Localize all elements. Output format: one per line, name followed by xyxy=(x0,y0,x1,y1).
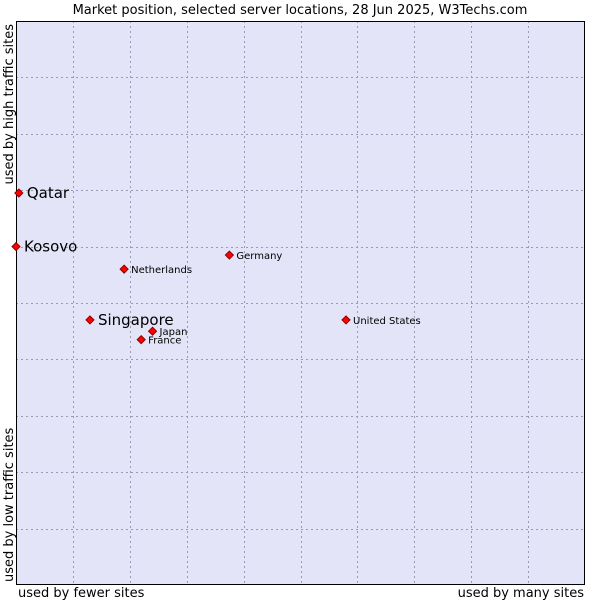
x-axis-label-right: used by many sites xyxy=(458,586,585,600)
data-point: Qatar xyxy=(14,184,70,202)
plot-area xyxy=(16,21,585,585)
point-marker xyxy=(341,315,351,325)
point-label: Kosovo xyxy=(24,238,77,256)
point-label: Germany xyxy=(236,251,282,262)
point-label: Netherlands xyxy=(131,265,192,276)
chart-title: Market position, selected server locatio… xyxy=(73,3,528,18)
data-point: Netherlands xyxy=(119,264,192,276)
point-marker xyxy=(14,188,24,198)
point-label: France xyxy=(148,336,181,347)
point-marker xyxy=(119,264,129,274)
y-axis-label-bottom: used by low traffic sites xyxy=(2,427,17,582)
point-label: Singapore xyxy=(98,311,174,329)
point-marker xyxy=(147,326,158,336)
x-axis-label-left: used by fewer sites xyxy=(18,586,145,600)
data-point: Germany xyxy=(224,250,282,262)
y-axis-label-top: used by high traffic sites xyxy=(2,24,17,185)
grid xyxy=(16,21,585,585)
point-label: United States xyxy=(353,316,421,327)
point-marker xyxy=(224,250,235,260)
point-marker xyxy=(85,315,95,325)
point-label: Qatar xyxy=(27,184,70,202)
data-point: Japan xyxy=(147,326,188,338)
plot-frame xyxy=(16,21,585,585)
data-point: United States xyxy=(341,315,421,327)
data-points: Qatar Kosovo Germany Netherlands United Stat… xyxy=(11,184,421,347)
data-point: Singapore xyxy=(85,311,174,329)
point-marker xyxy=(11,241,21,252)
point-label: Japan xyxy=(159,327,188,338)
data-point: Kosovo xyxy=(11,238,77,256)
point-marker xyxy=(136,334,146,345)
data-point: France xyxy=(136,334,181,347)
